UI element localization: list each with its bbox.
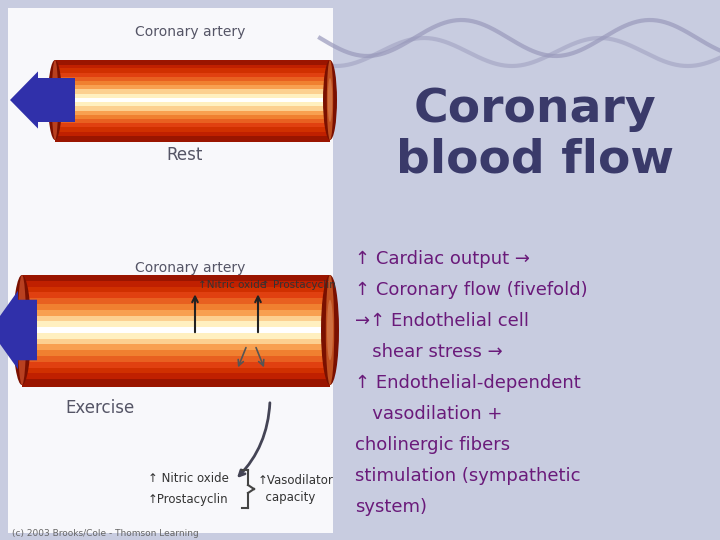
- Bar: [55, 81, 330, 86]
- Text: system): system): [355, 498, 427, 516]
- Ellipse shape: [328, 78, 332, 122]
- Text: ↑ Nitric oxide: ↑ Nitric oxide: [148, 471, 229, 484]
- Bar: [22, 298, 330, 305]
- Bar: [22, 275, 330, 281]
- Bar: [22, 362, 330, 368]
- Text: vasodilation +: vasodilation +: [355, 405, 503, 423]
- Bar: [55, 73, 330, 77]
- Bar: [22, 327, 330, 333]
- Bar: [22, 310, 330, 316]
- Text: ↑ Cardiac output →: ↑ Cardiac output →: [355, 250, 530, 268]
- Bar: [55, 77, 330, 82]
- Bar: [22, 333, 330, 339]
- Bar: [22, 379, 330, 386]
- Ellipse shape: [327, 300, 333, 360]
- Ellipse shape: [18, 275, 26, 385]
- Text: cholinergic fibers: cholinergic fibers: [355, 436, 510, 454]
- Ellipse shape: [327, 60, 333, 140]
- Bar: [55, 106, 330, 111]
- Bar: [22, 339, 330, 345]
- Text: Coronary artery: Coronary artery: [135, 261, 246, 275]
- Bar: [55, 137, 330, 142]
- Bar: [55, 64, 330, 69]
- Text: ↑ Prostacyclin: ↑ Prostacyclin: [261, 280, 336, 289]
- Bar: [55, 111, 330, 115]
- Ellipse shape: [53, 78, 58, 122]
- Bar: [22, 315, 330, 322]
- Bar: [55, 136, 330, 140]
- Ellipse shape: [323, 60, 337, 140]
- Bar: [22, 350, 330, 356]
- Bar: [22, 275, 330, 280]
- Bar: [22, 281, 330, 287]
- Bar: [22, 304, 330, 310]
- Bar: [55, 132, 330, 136]
- FancyBboxPatch shape: [8, 8, 333, 533]
- FancyArrow shape: [10, 71, 75, 129]
- FancyArrow shape: [0, 291, 37, 369]
- Ellipse shape: [52, 60, 58, 140]
- Bar: [55, 119, 330, 124]
- Bar: [22, 382, 330, 387]
- Bar: [55, 102, 330, 107]
- Bar: [22, 368, 330, 374]
- Bar: [55, 90, 330, 94]
- Ellipse shape: [321, 275, 339, 385]
- Bar: [55, 93, 330, 98]
- Bar: [22, 374, 330, 380]
- Text: ↑ Coronary flow (fivefold): ↑ Coronary flow (fivefold): [355, 281, 588, 299]
- Bar: [55, 69, 330, 73]
- Bar: [55, 123, 330, 128]
- Bar: [22, 345, 330, 351]
- Ellipse shape: [48, 60, 62, 140]
- Bar: [22, 287, 330, 293]
- Bar: [22, 356, 330, 362]
- Ellipse shape: [19, 300, 25, 360]
- Text: ↑Prostacyclin: ↑Prostacyclin: [148, 494, 229, 507]
- Bar: [55, 85, 330, 90]
- Ellipse shape: [325, 275, 334, 385]
- Text: shear stress →: shear stress →: [355, 343, 503, 361]
- Text: Exercise: Exercise: [65, 399, 134, 417]
- Bar: [22, 321, 330, 328]
- Bar: [55, 60, 330, 65]
- Ellipse shape: [13, 275, 31, 385]
- Text: ↑Vasodilator
  capacity: ↑Vasodilator capacity: [258, 474, 334, 504]
- Text: →↑ Endothelial cell: →↑ Endothelial cell: [355, 312, 529, 330]
- Text: (c) 2003 Brooks/Cole - Thomson Learning: (c) 2003 Brooks/Cole - Thomson Learning: [12, 529, 199, 537]
- Bar: [55, 127, 330, 132]
- Bar: [55, 114, 330, 119]
- Text: ↑ Endothelial-dependent: ↑ Endothelial-dependent: [355, 374, 581, 392]
- Text: ↑Nitric oxide: ↑Nitric oxide: [198, 280, 266, 289]
- Bar: [22, 292, 330, 299]
- Bar: [55, 60, 330, 65]
- Bar: [55, 98, 330, 103]
- Text: Coronary artery: Coronary artery: [135, 25, 246, 39]
- Text: stimulation (sympathetic: stimulation (sympathetic: [355, 467, 580, 485]
- Text: Rest: Rest: [167, 146, 203, 164]
- Text: Coronary
blood flow: Coronary blood flow: [396, 87, 674, 183]
